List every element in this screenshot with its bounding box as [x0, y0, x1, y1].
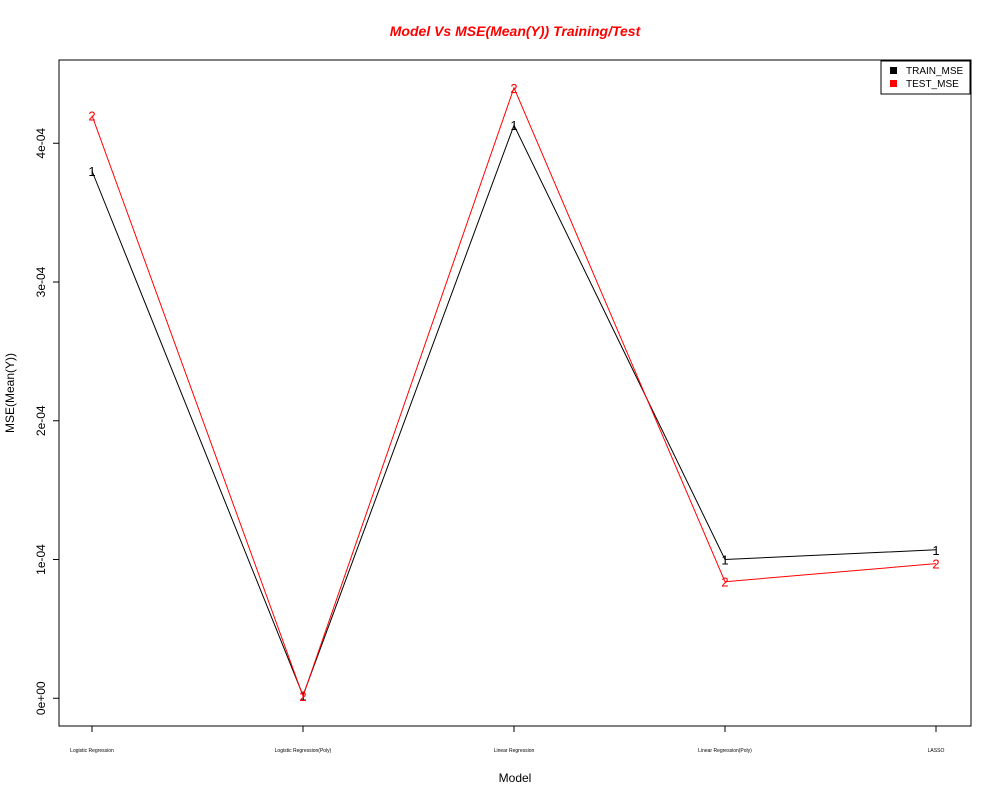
y-tick-label: 1e-04 — [34, 544, 48, 575]
legend-box — [880, 60, 971, 95]
y-axis: 0e+00 1e-04 2e-04 3e-04 4e-04 — [34, 128, 60, 715]
x-tick-label: LASSO — [928, 748, 945, 754]
legend: TRAIN_MSE TEST_MSE — [880, 60, 971, 95]
data-point-train-mse: 1 — [88, 164, 95, 179]
x-tick-label: Logistic Regression(Poly) — [275, 748, 332, 754]
chart-title: Model Vs MSE(Mean(Y)) Training/Test — [390, 23, 642, 39]
x-tick-label: Linear Regression(Poly) — [698, 748, 752, 754]
y-tick-label: 3e-04 — [34, 266, 48, 297]
x-tick-label: Logistic Regression — [70, 748, 114, 754]
series-line-train-mse — [91, 123, 937, 697]
legend-label-train: TRAIN_MSE — [906, 66, 964, 77]
x-axis-label: Model — [499, 771, 532, 785]
y-tick-label: 4e-04 — [34, 128, 48, 159]
legend-label-test: TEST_MSE — [906, 79, 959, 90]
data-point-test-mse: 2 — [88, 109, 95, 124]
data-point-train-mse: 1 — [721, 553, 728, 568]
data-point-test-mse: 2 — [299, 689, 306, 704]
series-line-test-mse — [91, 86, 937, 698]
x-tick-label: Linear Regression — [494, 748, 535, 754]
y-tick-label: 0e+00 — [34, 681, 48, 715]
x-axis: Logistic Regression Logistic Regression(P… — [70, 725, 945, 754]
legend-swatch-test — [890, 80, 897, 87]
legend-swatch-train — [890, 67, 897, 74]
data-point-train-mse: 1 — [510, 118, 517, 133]
data-point-train-mse: 1 — [932, 543, 939, 558]
plot-area-frame — [58, 59, 972, 727]
data-point-test-mse: 2 — [510, 81, 517, 96]
y-tick-label: 2e-04 — [34, 405, 48, 436]
data-point-test-mse: 2 — [932, 557, 939, 572]
y-axis-label: MSE(Mean(Y)) — [3, 353, 17, 433]
data-point-test-mse: 2 — [721, 575, 728, 590]
